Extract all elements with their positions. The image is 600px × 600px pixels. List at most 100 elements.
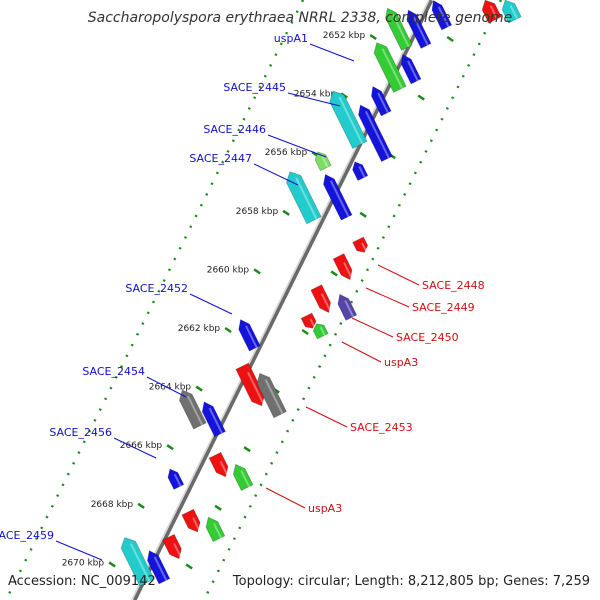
gene-feature xyxy=(201,401,226,438)
leader-line-right xyxy=(265,487,306,509)
gene-arrow-shine xyxy=(489,5,499,20)
gene-arrow-body xyxy=(373,42,407,93)
gene-feature xyxy=(323,173,353,221)
leader-line-right xyxy=(341,341,382,363)
gene-arrow-shine xyxy=(358,166,366,178)
gene-feature xyxy=(120,537,155,587)
gene-arrow-body xyxy=(300,312,317,329)
gene-label-right: SACE_2453 xyxy=(350,421,413,434)
gene-arrow-shine xyxy=(321,155,329,168)
gene-feature xyxy=(285,171,322,225)
gene-feature xyxy=(337,293,358,321)
tick-mark xyxy=(282,209,290,216)
gene-arrow-shine xyxy=(264,379,284,414)
gene-arrow-body xyxy=(256,372,287,419)
gene-arrow-body xyxy=(201,401,226,438)
gene-arrow-body xyxy=(431,0,453,31)
tick-mark-right xyxy=(417,94,425,101)
gene-feature xyxy=(312,323,329,340)
gene-arrow-shine xyxy=(245,325,258,348)
leader-line-right xyxy=(377,264,420,286)
gene-feature xyxy=(406,9,432,49)
tick-label: 2658 kbp xyxy=(236,207,279,217)
gene-features xyxy=(120,0,522,587)
leader-line-left xyxy=(146,376,187,398)
label-leader-lines xyxy=(55,43,420,561)
tick-mark xyxy=(195,385,203,392)
gene-arrow-body xyxy=(323,173,353,221)
gene-arrow-body xyxy=(501,0,522,24)
gene-arrow-shine xyxy=(344,300,355,318)
tick-mark-right xyxy=(214,504,222,511)
gene-arrow-body xyxy=(179,389,207,430)
gene-arrow-shine xyxy=(219,460,229,477)
gene-arrow-shine xyxy=(377,92,389,114)
kbp-ruler: 2652 kbp 2654 kbp 2656 kbp 2658 kbp 2660 kbp… xyxy=(62,31,454,570)
gene-arrow-body xyxy=(312,323,329,340)
gene-arrow-shine xyxy=(391,14,410,48)
gene-feature xyxy=(352,236,369,253)
gene-arrow-shine xyxy=(247,371,265,406)
gene-feature xyxy=(310,284,332,314)
gene-arrow-shine xyxy=(129,543,151,582)
gene-feature xyxy=(332,253,353,281)
tick-label: 2656 kbp xyxy=(265,148,308,158)
gene-arrow-shine xyxy=(509,5,519,20)
leader-line-right xyxy=(305,406,348,428)
gene-arrow-body xyxy=(147,550,171,585)
gene-arrow-shine xyxy=(153,556,168,581)
gene-arrow-shine xyxy=(295,177,318,220)
gene-label-right: SACE_2450 xyxy=(396,331,459,344)
gene-arrow-shine xyxy=(437,6,450,28)
gene-feature xyxy=(238,319,261,352)
gene-arrow-body xyxy=(205,516,226,543)
tick-mark xyxy=(108,561,116,568)
gene-arrow-shine xyxy=(343,262,353,280)
gene-arrow-shine xyxy=(381,48,403,89)
map-title: Saccharopolyspora erythraea NRRL 2338, c… xyxy=(87,10,513,26)
gene-label-right: SACE_2448 xyxy=(422,279,485,292)
tick-label: 2660 kbp xyxy=(207,265,250,275)
gene-feature xyxy=(147,550,171,585)
gene-feature xyxy=(232,463,254,492)
gene-labels: uspA1 SACE_2445 SACE_2446 SACE_2447 SACE_245… xyxy=(0,32,485,542)
gene-label-left: SACE_2459 xyxy=(0,529,54,542)
leader-line-right xyxy=(351,317,394,338)
gene-label-left: SACE_2454 xyxy=(82,365,145,378)
leader-line-right xyxy=(365,287,410,308)
gene-feature xyxy=(314,151,332,172)
gene-arrow-body xyxy=(332,253,353,281)
tick-mark-right xyxy=(301,328,309,336)
gene-arrow-shine xyxy=(192,517,201,532)
leader-line-left xyxy=(55,540,103,561)
gene-label-left: SACE_2452 xyxy=(125,282,188,295)
gene-arrow-body xyxy=(337,293,358,321)
gene-arrow-shine xyxy=(213,522,222,539)
tick-mark xyxy=(166,444,174,451)
tick-mark xyxy=(369,33,377,41)
gene-arrow-shine xyxy=(361,242,368,252)
gene-feature xyxy=(167,468,185,490)
gene-arrow-body xyxy=(285,171,322,225)
gene-arrow-body xyxy=(235,362,265,407)
gene-feature xyxy=(208,451,229,478)
gene-arrow-body xyxy=(400,53,422,85)
gene-arrow-body xyxy=(371,85,392,117)
gene-feature xyxy=(235,362,265,407)
gene-arrow-shine xyxy=(319,326,326,336)
gene-arrow-body xyxy=(167,468,185,490)
gene-arrow-shine xyxy=(338,96,364,145)
gene-feature xyxy=(162,533,182,560)
gene-feature xyxy=(352,161,369,182)
gene-feature xyxy=(501,0,522,24)
gene-arrow-body xyxy=(385,7,413,51)
gene-arrow-shine xyxy=(329,180,350,218)
gene-feature xyxy=(300,312,317,329)
gene-feature xyxy=(371,85,392,117)
gene-arrow-shine xyxy=(173,473,182,487)
gene-feature xyxy=(205,516,226,543)
gene-arrow-body xyxy=(481,0,502,24)
gene-arrow-shine xyxy=(309,318,316,328)
